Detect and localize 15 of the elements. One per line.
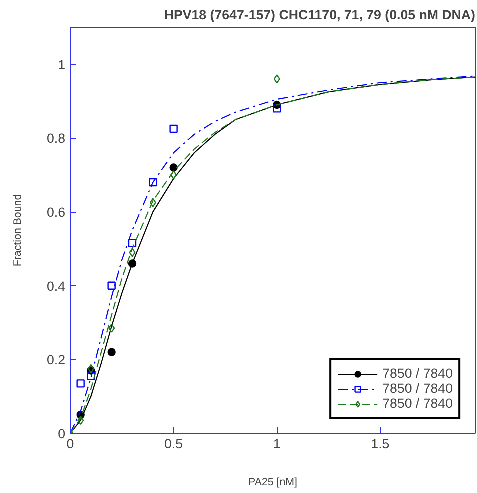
legend-label: 7850 / 7840 bbox=[382, 381, 453, 396]
legend-label: 7850 / 7840 bbox=[382, 396, 453, 411]
y-tick-label: 0.6 bbox=[46, 205, 66, 220]
y-tick-label: 1 bbox=[58, 57, 66, 72]
y-tick-label: 0 bbox=[58, 426, 66, 442]
y-tick-label: 0.8 bbox=[46, 131, 66, 146]
legend-label: 7850 / 7840 bbox=[382, 366, 453, 381]
x-tick-label: 0.5 bbox=[164, 436, 184, 452]
x-axis-title: PA25 [nM] bbox=[248, 476, 298, 488]
x-tick-label: 1.5 bbox=[371, 436, 390, 452]
y-tick-label: 0.4 bbox=[46, 278, 66, 294]
x-tick-label: 1 bbox=[273, 436, 281, 452]
y-axis-title: Fraction Bound bbox=[12, 194, 24, 267]
y-tick-label: 0.2 bbox=[46, 352, 66, 368]
chart-title: HPV18 (7647-157) CHC1170, 71, 79 (0.05 nM DNA) bbox=[164, 8, 476, 22]
